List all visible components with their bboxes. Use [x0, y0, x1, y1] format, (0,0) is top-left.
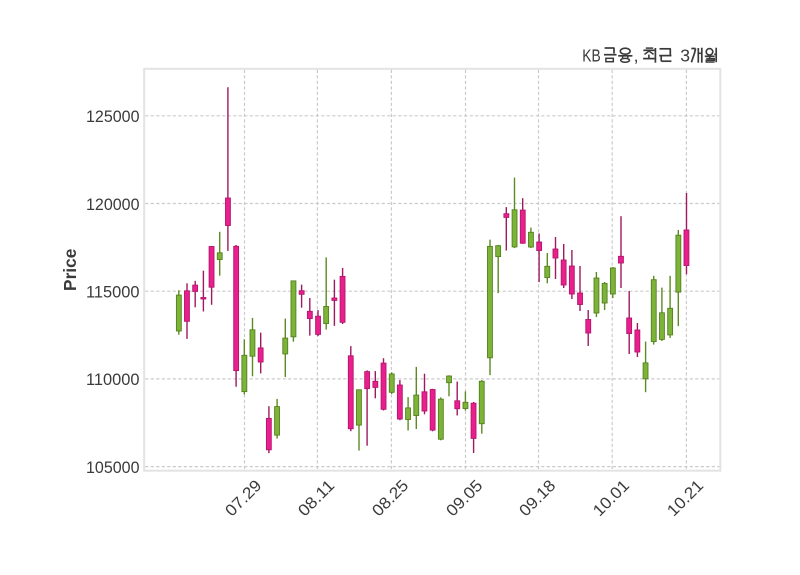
svg-text:3: 3	[680, 46, 690, 66]
svg-text:Price: Price	[60, 248, 80, 291]
svg-text:08.11: 08.11	[295, 477, 338, 520]
svg-text:KB: KB	[582, 46, 600, 66]
svg-text:125000: 125000	[86, 108, 140, 126]
svg-text:08.25: 08.25	[369, 477, 412, 520]
svg-text:09.05: 09.05	[443, 477, 486, 520]
svg-text:07.29: 07.29	[222, 477, 265, 520]
svg-text:,: ,	[634, 46, 639, 66]
svg-text:09.18: 09.18	[516, 477, 559, 520]
svg-text:120000: 120000	[86, 196, 140, 214]
svg-text:10.01: 10.01	[590, 477, 633, 520]
svg-text:10.21: 10.21	[664, 477, 707, 520]
svg-text:115000: 115000	[86, 284, 140, 302]
svg-text:110000: 110000	[86, 371, 140, 389]
svg-text:105000: 105000	[86, 459, 140, 477]
